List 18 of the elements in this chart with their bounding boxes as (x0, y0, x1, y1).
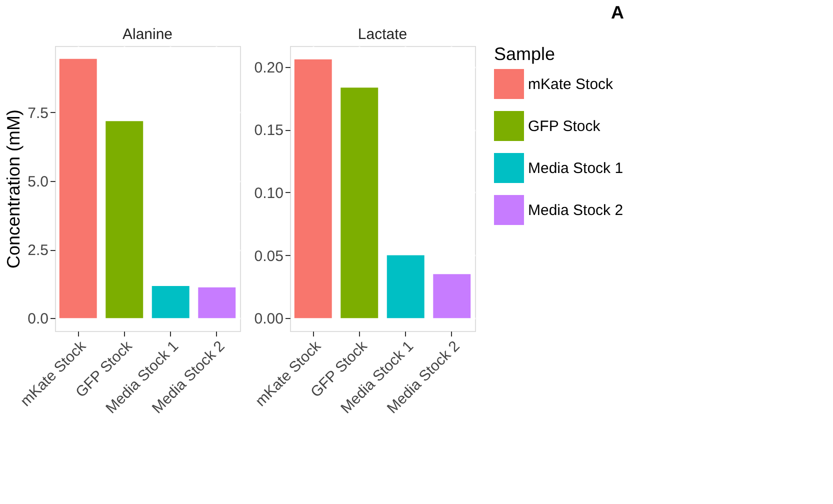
y-tick-label: 0.0 (28, 310, 48, 328)
legend-label: Media Stock 2 (528, 202, 624, 219)
legend-title: Sample (494, 44, 556, 64)
legend-label: GFP Stock (528, 118, 601, 135)
legend-label: Media Stock 1 (528, 160, 624, 177)
chart-title: Lactate (358, 26, 408, 43)
legend-label: mKate Stock (528, 76, 614, 93)
y-tick-label: 5.0 (28, 173, 48, 190)
y-tick-label: 7.5 (28, 104, 48, 122)
y-tick-label: 2.5 (28, 242, 48, 260)
y-tick-label: 0.10 (254, 184, 284, 202)
y-axis-title: Concentration (mM) (4, 109, 24, 269)
y-tick-label: 0.20 (254, 59, 284, 76)
y-tick-label: 0.00 (254, 310, 284, 328)
text: A (611, 2, 624, 22)
y-tick-label: 0.15 (254, 122, 284, 140)
y-tick-label: 0.05 (254, 248, 284, 265)
chart-title: Alanine (122, 26, 173, 43)
